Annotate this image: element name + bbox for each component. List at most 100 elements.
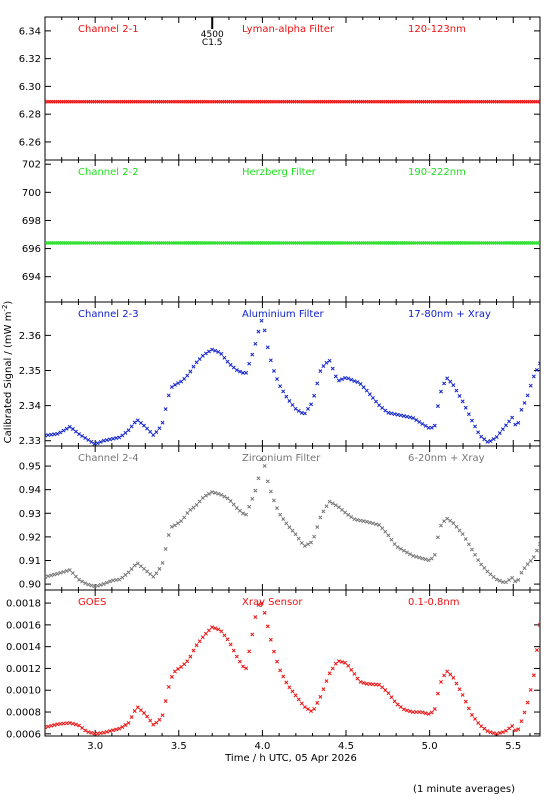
data-point	[374, 522, 378, 527]
data-point	[507, 726, 512, 731]
data-point	[485, 569, 490, 574]
data-point	[519, 407, 524, 412]
data-point	[203, 351, 208, 356]
data-point	[108, 729, 112, 734]
data-point	[346, 376, 351, 381]
data-point	[460, 692, 465, 697]
data-point	[120, 433, 125, 438]
data-point	[64, 426, 69, 431]
data-point	[200, 635, 205, 640]
data-point	[429, 425, 434, 430]
data-point	[386, 410, 391, 415]
data-point	[290, 689, 295, 694]
data-point	[377, 403, 382, 408]
data-point	[309, 709, 314, 714]
data-point	[194, 643, 199, 648]
data-point	[513, 579, 518, 584]
data-point	[86, 582, 91, 587]
data-point	[210, 490, 215, 495]
data-point	[485, 439, 490, 444]
data-point	[463, 405, 468, 410]
data-point	[377, 523, 382, 527]
y-axis-label-end: )	[3, 301, 14, 305]
data-point	[262, 328, 267, 333]
data-point	[284, 394, 289, 399]
data-point	[138, 708, 143, 713]
data-point	[374, 682, 378, 687]
data-point	[129, 424, 134, 429]
y-tick-label: 6.32	[19, 54, 41, 65]
data-series	[45, 99, 540, 104]
data-point	[504, 423, 508, 428]
data-point	[80, 434, 85, 438]
data-point	[479, 724, 484, 729]
data-point	[250, 632, 255, 637]
y-tick-label: 2.35	[19, 366, 41, 377]
data-point	[89, 583, 94, 588]
y-tick-label: 702	[22, 160, 41, 171]
data-point	[513, 728, 518, 733]
data-point	[367, 520, 372, 525]
data-point	[197, 639, 202, 644]
data-point	[491, 574, 496, 579]
data-point	[200, 496, 205, 500]
data-point	[510, 575, 515, 580]
data-point	[414, 418, 419, 422]
data-point	[534, 368, 539, 372]
data-point	[194, 360, 199, 365]
data-point	[343, 660, 348, 665]
data-point	[380, 405, 385, 410]
data-point	[111, 728, 116, 733]
data-point	[476, 430, 481, 435]
y-tick-label: 696	[22, 244, 41, 255]
data-point	[439, 523, 443, 528]
data-point	[500, 427, 505, 432]
data-point	[58, 430, 63, 435]
data-point	[423, 423, 428, 428]
panel-label: Channel 2-2	[78, 167, 139, 178]
data-point	[145, 569, 150, 574]
data-point	[219, 492, 224, 497]
data-point	[89, 730, 94, 735]
data-point	[86, 437, 91, 442]
data-point	[241, 370, 245, 375]
data-point	[463, 699, 468, 704]
data-point	[271, 649, 276, 654]
data-point	[172, 669, 177, 674]
data-point	[367, 682, 372, 686]
data-point	[414, 710, 419, 714]
data-point	[61, 721, 66, 726]
data-point	[89, 439, 94, 444]
data-point	[460, 532, 465, 536]
data-point	[392, 699, 397, 704]
data-point	[432, 707, 437, 711]
data-point	[275, 506, 279, 511]
data-point	[361, 680, 366, 685]
data-point	[123, 573, 128, 577]
y-tick-label: 6.34	[19, 26, 41, 37]
data-point	[513, 422, 518, 427]
data-point	[451, 383, 456, 388]
data-point	[482, 726, 487, 731]
data-point	[380, 526, 385, 531]
data-point	[207, 628, 211, 633]
data-point	[451, 521, 456, 526]
data-point	[142, 566, 146, 571]
data-point	[234, 654, 239, 659]
data-point	[132, 709, 137, 713]
panel-label: 17-80nm + Xray	[408, 309, 491, 320]
data-point	[364, 388, 369, 393]
data-point	[268, 358, 273, 363]
data-point	[497, 431, 502, 436]
data-point	[327, 499, 332, 504]
data-point	[367, 392, 372, 397]
data-point	[315, 381, 320, 386]
data-point	[531, 555, 536, 560]
data-point	[92, 731, 97, 736]
data-point	[327, 358, 332, 363]
data-point	[454, 388, 459, 393]
data-point	[510, 724, 515, 728]
data-point	[358, 679, 363, 684]
data-point	[299, 410, 304, 415]
